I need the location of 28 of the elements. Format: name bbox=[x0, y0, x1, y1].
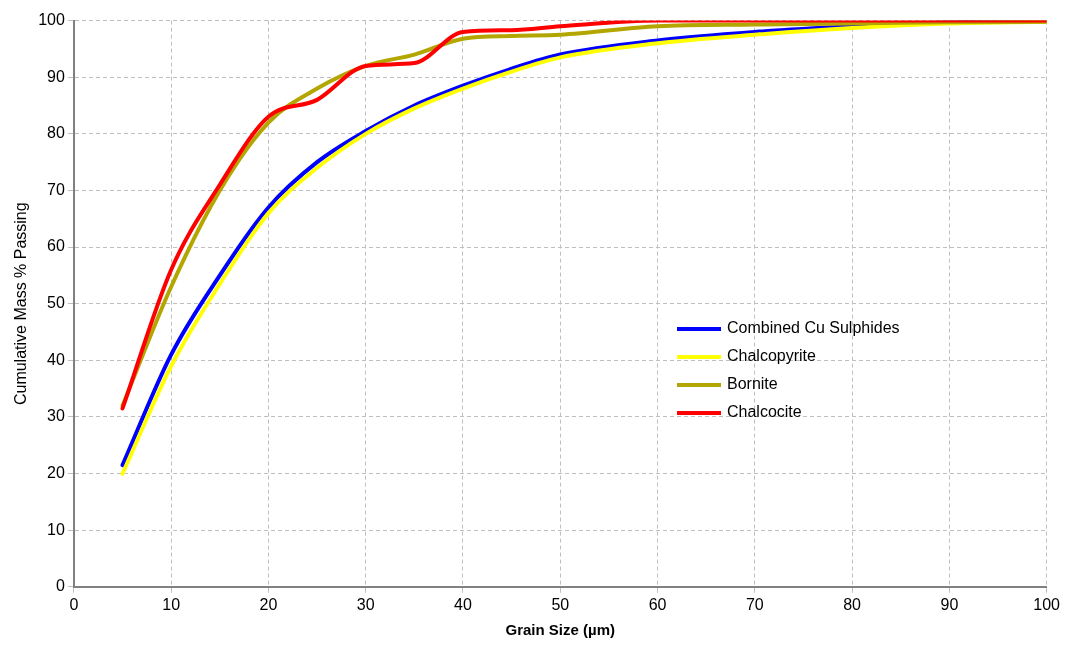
x-tick-label: 30 bbox=[356, 595, 375, 613]
x-tick-label: 50 bbox=[551, 595, 570, 613]
y-tick-label: 30 bbox=[47, 407, 65, 425]
y-tick-label: 60 bbox=[47, 237, 65, 255]
y-tick-label: 40 bbox=[47, 350, 65, 368]
y-tick-label: 0 bbox=[55, 577, 65, 595]
x-axis-title: Grain Size (µm) bbox=[505, 621, 616, 639]
y-tick-label: 10 bbox=[47, 520, 65, 538]
x-tick-label: 0 bbox=[69, 595, 79, 613]
x-tick-label: 100 bbox=[1033, 595, 1061, 613]
legend-label: Bornite bbox=[727, 375, 778, 393]
legend-label: Chalcocite bbox=[727, 403, 802, 421]
legend-label: Combined Cu Sulphides bbox=[727, 319, 900, 337]
x-tick-label: 10 bbox=[162, 595, 181, 613]
y-axis-title: Cumulative Mass % Passing bbox=[12, 202, 30, 406]
y-tick-label: 50 bbox=[47, 294, 65, 312]
x-tick-label: 70 bbox=[745, 595, 764, 613]
y-tick-label: 100 bbox=[38, 11, 65, 29]
x-tick-label: 60 bbox=[648, 595, 667, 613]
legend-label: Chalcopyrite bbox=[727, 347, 817, 365]
x-tick-label: 40 bbox=[454, 595, 472, 613]
x-tick-label: 90 bbox=[940, 595, 959, 613]
y-tick-label: 90 bbox=[47, 67, 65, 85]
x-tick-label: 80 bbox=[843, 595, 862, 613]
x-tick-label: 20 bbox=[259, 595, 278, 613]
y-tick-label: 20 bbox=[47, 463, 65, 481]
y-tick-label: 70 bbox=[47, 180, 65, 198]
y-tick-label: 80 bbox=[47, 124, 65, 142]
